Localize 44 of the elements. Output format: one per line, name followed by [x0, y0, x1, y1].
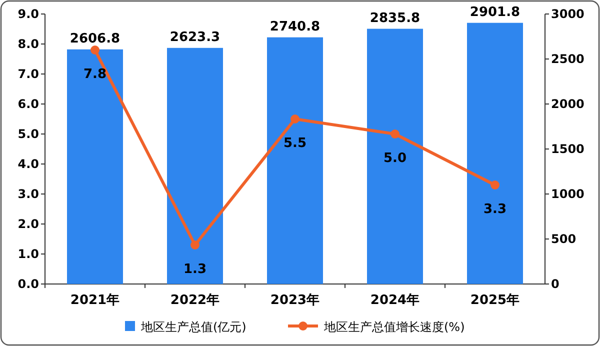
data-label: 5.0	[383, 151, 407, 166]
data-label: 2623.3	[170, 30, 220, 45]
x-tick-label: 2022年	[170, 293, 220, 308]
bar	[167, 48, 223, 284]
bar	[467, 22, 523, 284]
data-label: 2901.8	[470, 4, 520, 20]
data-label: 7.8	[83, 67, 107, 82]
data-label: 2606.8	[70, 31, 120, 46]
point	[290, 114, 300, 124]
y-tick-label: 5.0	[18, 127, 39, 141]
bar	[267, 37, 323, 284]
y2-tick-label: 2500	[551, 52, 584, 66]
y-tick-label: 7.0	[18, 67, 39, 81]
y-tick-label: 9.0	[18, 7, 39, 21]
point	[390, 130, 400, 138]
legend-label: 地区生产总值增长速度(%)	[323, 320, 465, 334]
y-tick-label: 8.0	[18, 37, 39, 51]
point	[190, 240, 200, 250]
bar	[67, 49, 123, 284]
data-label: 2740.8	[270, 19, 320, 34]
point	[490, 180, 500, 190]
y2-tick-label: 1500	[551, 142, 584, 156]
x-tick-label: 2021年	[70, 293, 120, 308]
data-label: 5.5	[283, 136, 307, 151]
x-tick-label: 2025年	[470, 293, 520, 308]
y2-tick-label: 1000	[551, 187, 584, 201]
y2-tick-label: 2000	[551, 97, 584, 111]
y-tick-label: 2.0	[18, 217, 39, 231]
y-tick-label: 0.0	[18, 277, 39, 291]
y-tick-label: 4.0	[18, 157, 39, 171]
bar	[367, 28, 423, 284]
y-tick-label: 1.0	[18, 247, 39, 261]
data-label: 2835.8	[370, 10, 420, 26]
y-tick-label: 6.0	[18, 97, 39, 111]
y2-tick-label: 0	[551, 277, 560, 291]
legend-label: 地区生产总值(亿元)	[140, 320, 246, 334]
data-label: 3.3	[483, 202, 507, 217]
x-tick-label: 2023年	[270, 293, 320, 308]
x-tick-label: 2024年	[370, 293, 420, 308]
data-label: 1.3	[183, 262, 207, 277]
y2-tick-label: 3000	[551, 7, 584, 21]
y-tick-label: 3.0	[18, 187, 39, 201]
y2-tick-label: 500	[551, 232, 576, 246]
point	[90, 46, 100, 54]
